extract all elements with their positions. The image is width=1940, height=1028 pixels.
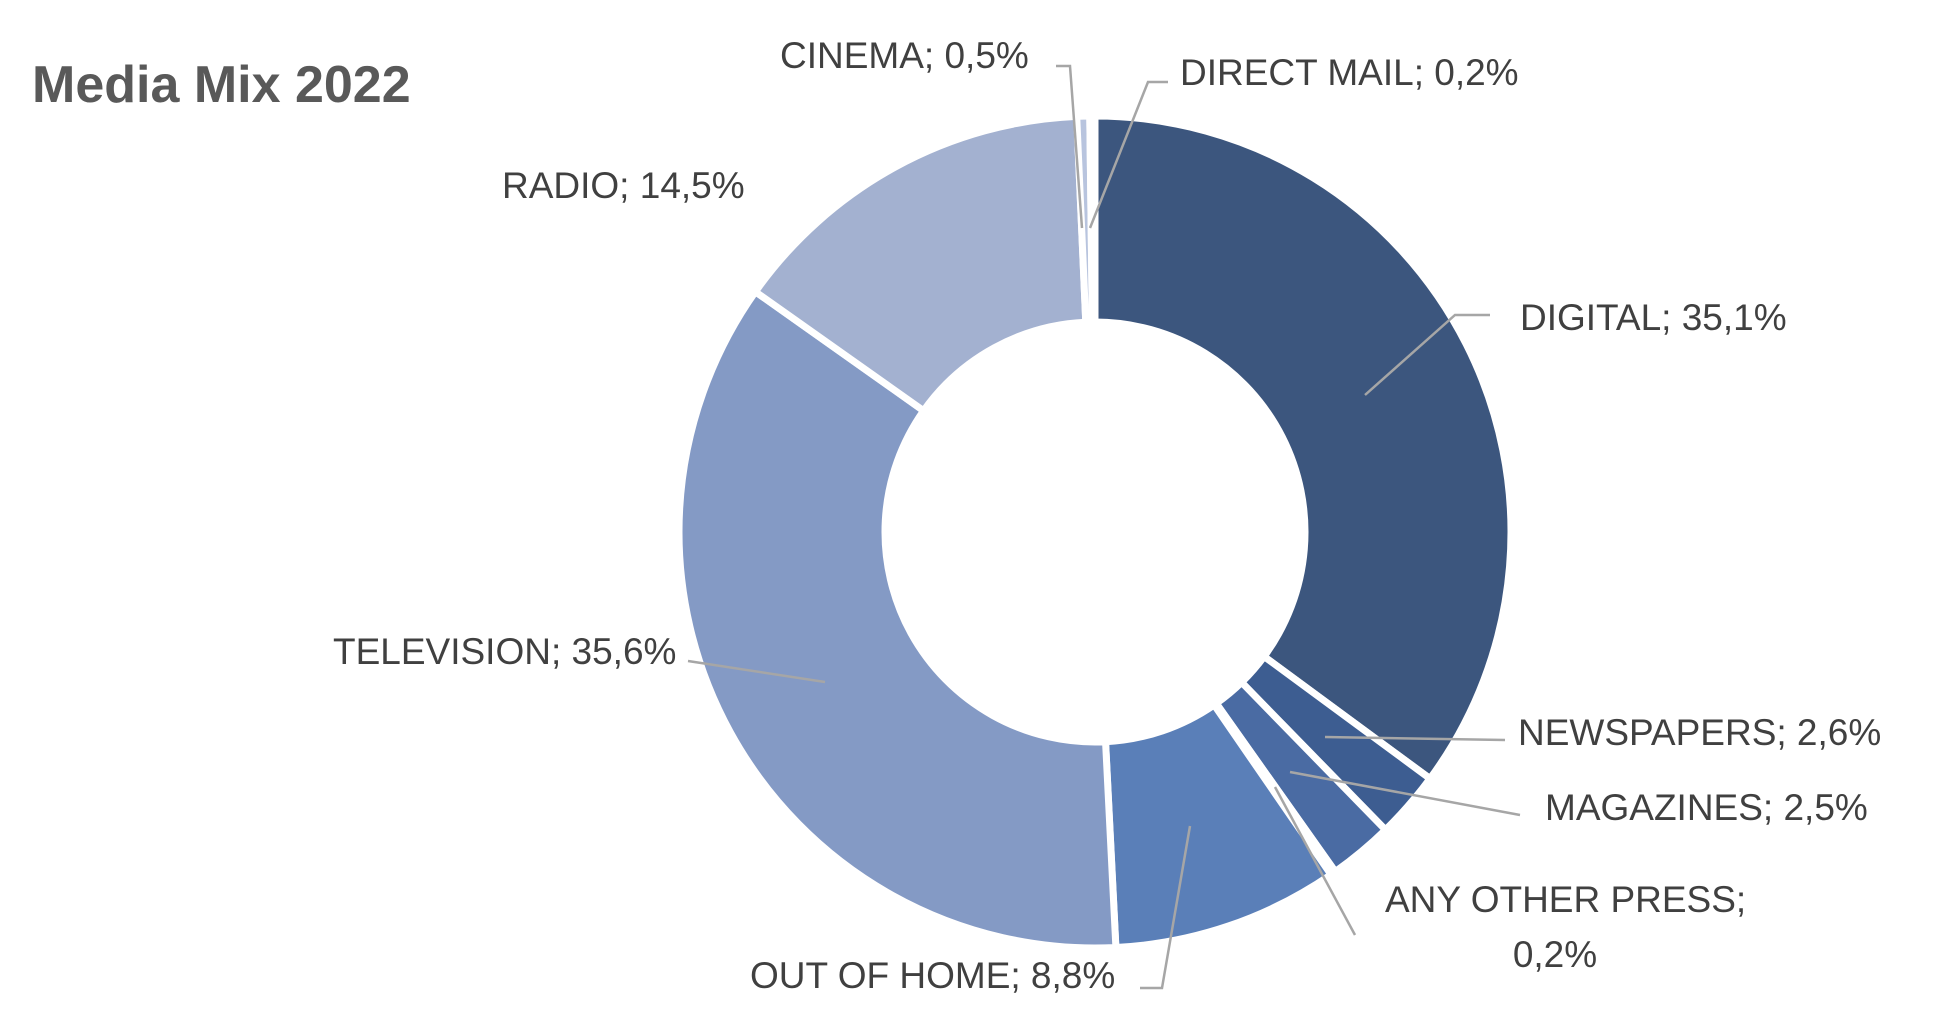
slices-group [675, 112, 1515, 952]
data-label-any-other-press-line-1: ANY OTHER PRESS; [1385, 879, 1746, 920]
data-label-digital: DIGITAL; 35,1% [1520, 297, 1787, 338]
labels-group: DIGITAL; 35,1% NEWSPAPERS; 2,6% MAGAZINES;… [333, 35, 1881, 996]
data-label-any-other-press-line-2: 0,2% [1513, 934, 1597, 975]
slice-digital [1091, 112, 1515, 784]
data-label-radio: RADIO; 14,5% [502, 165, 745, 206]
data-label-cinema: CINEMA; 0,5% [780, 35, 1029, 76]
leader-line-cinema [1056, 64, 1084, 229]
leader-line-magazines [1289, 770, 1521, 817]
leader-line-out-of-home [1140, 825, 1192, 990]
data-label-out-of-home: OUT OF HOME; 8,8% [750, 955, 1115, 996]
chart-title: Media Mix 2022 [32, 56, 411, 114]
data-label-newspapers: NEWSPAPERS; 2,6% [1518, 712, 1881, 753]
data-label-direct-mail: DIRECT MAIL; 0,2% [1180, 52, 1519, 93]
slice-radio [750, 112, 1090, 416]
leader-lines-group [687, 64, 1521, 990]
data-label-magazines: MAGAZINES; 2,5% [1545, 787, 1868, 828]
data-label-television: TELEVISION; 35,6% [333, 631, 676, 672]
leader-line-newspapers [1324, 735, 1506, 742]
leader-line-any-other-press [1273, 786, 1357, 936]
slice-television [675, 286, 1120, 952]
leader-line-digital [1364, 313, 1490, 396]
leader-line-direct-mail [1088, 80, 1168, 229]
leader-line-television [687, 659, 826, 684]
